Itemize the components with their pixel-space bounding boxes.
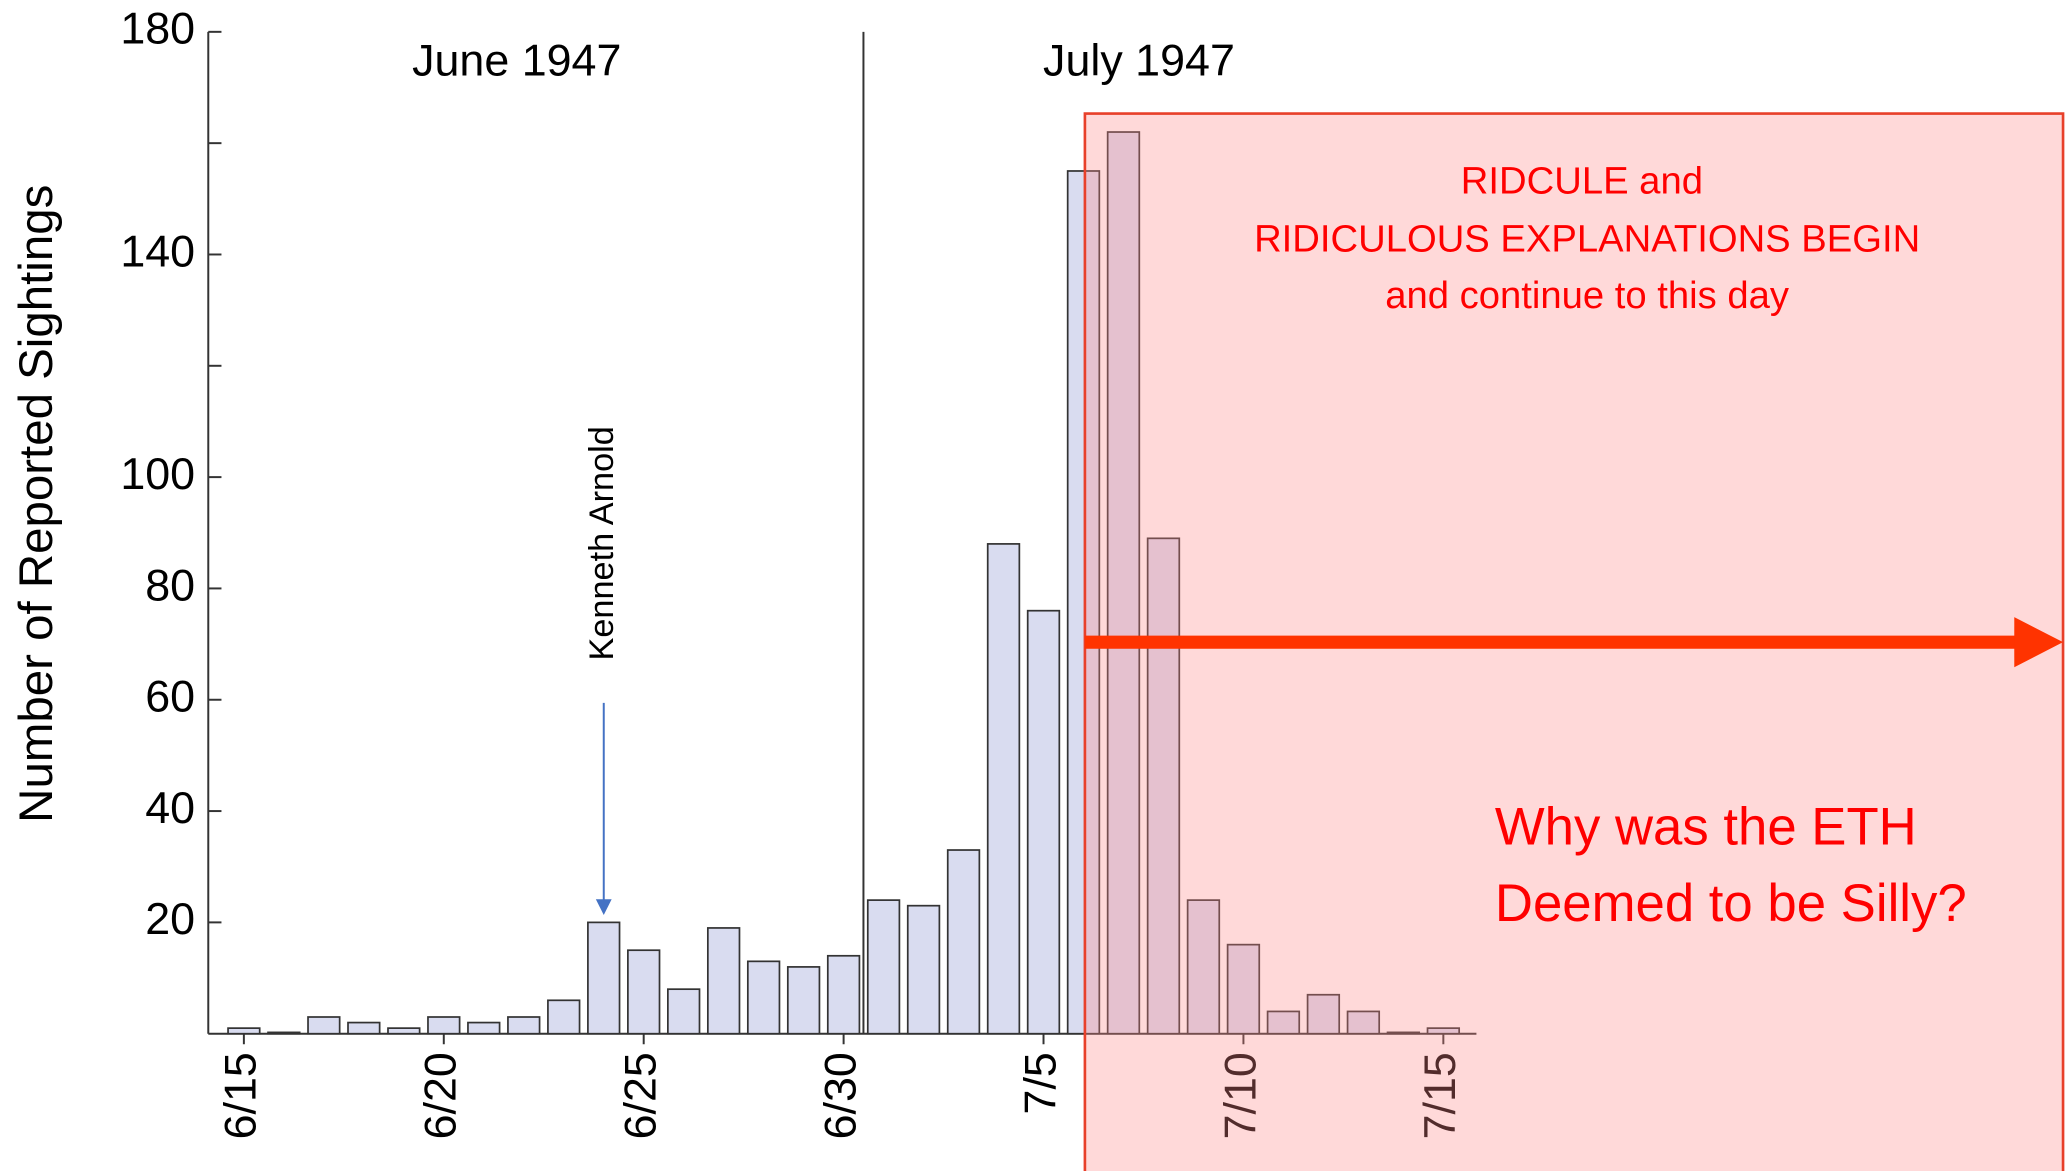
y-axis-label: Number of Reported Sightings — [10, 185, 63, 823]
bar — [427, 1016, 461, 1035]
bar — [507, 1016, 541, 1035]
bar — [267, 1031, 301, 1035]
bar — [746, 960, 781, 1035]
annotation: RIDICULOUS EXPLANATIONS BEGIN — [1254, 218, 1920, 261]
x-tick-label: 6/15 — [216, 1052, 266, 1139]
bar — [986, 543, 1021, 1035]
bar — [1226, 943, 1261, 1035]
arrow-head — [2014, 617, 2064, 668]
bar — [1186, 899, 1221, 1035]
bar — [1266, 1010, 1301, 1035]
bar — [1426, 1027, 1461, 1035]
x-tick-label: 6/25 — [616, 1052, 666, 1139]
bar — [1386, 1031, 1421, 1035]
annotation: June 1947 — [412, 35, 621, 85]
bar — [307, 1016, 341, 1035]
bar — [786, 966, 821, 1035]
x-tick-label: 6/20 — [416, 1052, 466, 1139]
annotation: Why was the ETH — [1495, 798, 1917, 857]
x-tick-label: 6/30 — [815, 1052, 865, 1139]
annotation: RIDCULE and — [1461, 160, 1703, 203]
y-tick-label: 80 — [145, 560, 195, 610]
plot: 20 40 60 80 100 140 180 6/15 6/20 6/25 6/30 7/5 7/10… — [120, 4, 1477, 1139]
bar — [667, 988, 701, 1035]
x-tick-label: 7/5 — [1015, 1052, 1065, 1114]
bar — [1106, 131, 1141, 1035]
annotation: Kenneth Arnold — [583, 426, 621, 660]
annotation: and continue to this day — [1385, 274, 1790, 317]
bar — [1346, 1010, 1381, 1035]
bar — [547, 999, 581, 1035]
bar — [227, 1027, 261, 1035]
y-tick-label: 100 — [120, 449, 195, 499]
bar — [627, 949, 661, 1035]
bar — [467, 1021, 501, 1035]
y-tick-label: 40 — [145, 783, 195, 833]
bar — [387, 1027, 421, 1035]
y-tick-label: 140 — [120, 226, 195, 276]
bar — [866, 899, 901, 1035]
bar — [906, 904, 941, 1035]
y-tick-label: 20 — [145, 894, 195, 944]
y-tick-label: 180 — [120, 4, 195, 54]
annotation: Deemed to be Silly? — [1495, 874, 1967, 933]
bar — [347, 1021, 381, 1035]
x-tick-label: 7/15 — [1415, 1052, 1465, 1139]
y-tick-label: 60 — [145, 672, 195, 722]
x-tick-label: 7/10 — [1215, 1052, 1265, 1139]
bar — [1306, 993, 1341, 1035]
bar — [587, 921, 621, 1035]
annotation: July 1947 — [1043, 35, 1235, 85]
bar — [1146, 537, 1181, 1035]
arrow-head — [595, 899, 612, 916]
bar — [1026, 609, 1061, 1035]
bar — [826, 954, 861, 1035]
bar — [706, 927, 741, 1035]
bar — [1066, 170, 1101, 1035]
bar — [946, 849, 981, 1035]
